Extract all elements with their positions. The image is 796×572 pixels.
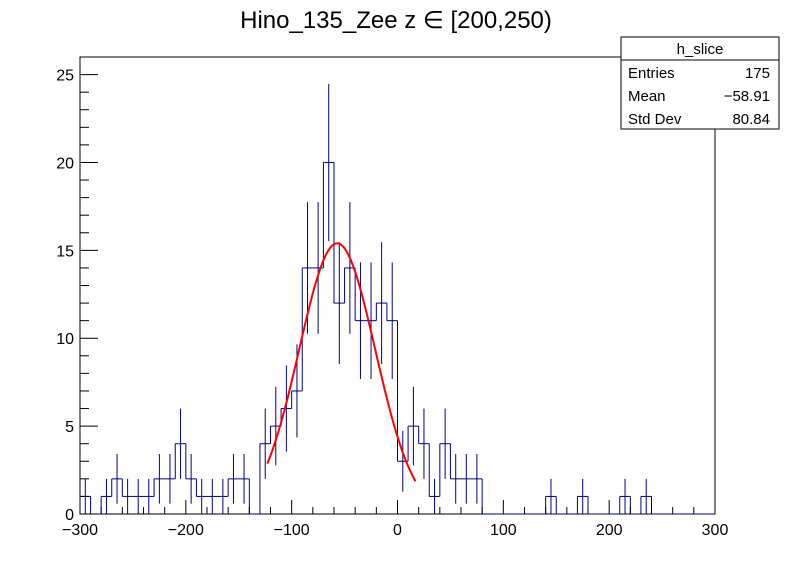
stats-box: h_slice Entries 175 Mean −58.91 Std Dev … [620,36,780,130]
y-tick-label: 20 [56,155,74,172]
stats-box-frame [620,36,780,130]
histogram-series [79,161,715,515]
y-tick-label: 0 [65,507,74,524]
x-tick-label: 100 [490,522,517,539]
fit-curve [266,242,417,482]
y-tick-label: 15 [56,243,74,260]
y-tick-label: 5 [65,419,74,436]
x-tick-label: −100 [274,522,310,539]
stats-mean-value: −58.91 [724,88,770,105]
error-bars [84,83,647,514]
x-tick-label: −200 [168,522,204,539]
chart-title: Hino_135_Zee z ∈ [200,250) [240,7,552,34]
axes: −300 −200 −100 0 100 200 300 0 5 10 15 20 25 [56,56,729,539]
stats-mean-label: Mean [628,88,666,105]
y-tick-label: 25 [56,68,74,85]
y-tick-label: 10 [56,331,74,348]
x-tick-label: 300 [702,522,729,539]
stats-stddev-value: 80.84 [732,111,770,128]
stats-stddev-label: Std Dev [628,111,682,128]
gaussian-fit [266,242,417,482]
stats-box-title: h_slice [677,41,724,58]
stats-entries-label: Entries [628,65,675,82]
x-tick-label: −300 [62,522,98,539]
stats-entries-value: 175 [745,65,770,82]
x-tick-label: 200 [596,522,623,539]
x-tick-label: 0 [393,522,402,539]
